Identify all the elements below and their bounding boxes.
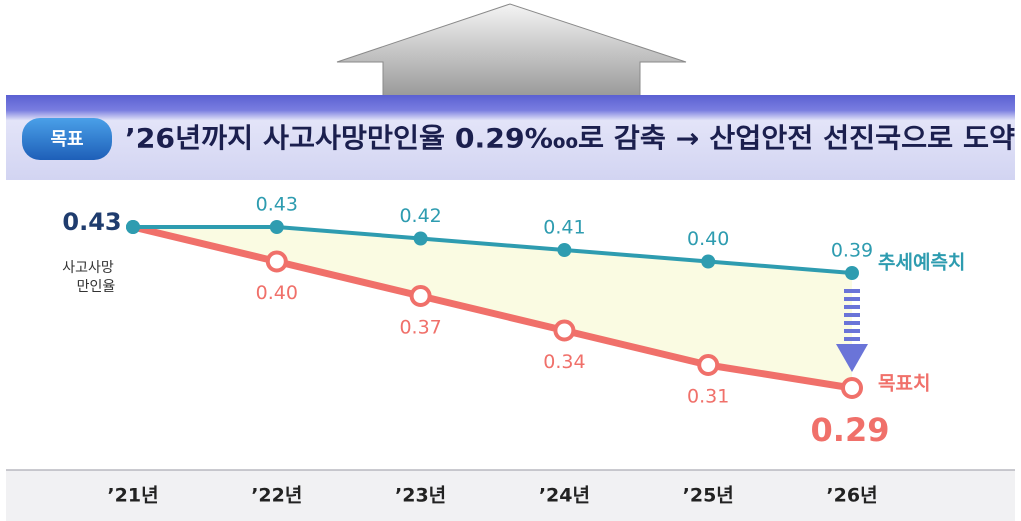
- y-label: 사고사망: [62, 260, 114, 276]
- x-tick-label: ’21년: [107, 485, 158, 507]
- value-label: 0.43: [256, 194, 298, 216]
- plot: ’21년 ’22년 ’23년 ’24년 ’25년 ’26년 0.40 0.37 0.34 0.31…: [62, 194, 965, 507]
- point: [701, 255, 715, 269]
- value-label: 0.40: [256, 282, 298, 304]
- decor-dash: [844, 313, 860, 317]
- x-tick-label: ’22년: [251, 485, 302, 507]
- decor-dash: [844, 297, 860, 301]
- value-label: 0.41: [543, 217, 585, 239]
- x-tick-label: ’23년: [395, 485, 446, 507]
- chart: 목표 ’26년까지 사고사망만인율 0.29‱로 감축 → 산업안전 선진국으로…: [0, 0, 1021, 521]
- decor-dash: [844, 337, 860, 341]
- point: [270, 220, 284, 234]
- x-tick-label: ’26년: [826, 485, 877, 507]
- decor-dash: [844, 321, 860, 325]
- point: [845, 266, 859, 280]
- value-label: 0.40: [687, 228, 729, 250]
- x-tick-label: ’24년: [539, 485, 590, 507]
- value-label: 0.42: [399, 205, 441, 227]
- y-label: 만인율: [77, 279, 116, 295]
- value-label: 0.29: [811, 411, 890, 449]
- point: [557, 243, 571, 257]
- decor-arrow: [337, 4, 686, 96]
- point: [699, 356, 717, 374]
- legend-label: 목표치: [878, 373, 930, 395]
- page: {"chart_data": { "type": "line", "badge"…: [0, 0, 1021, 521]
- point: [126, 220, 140, 234]
- decor-dash: [844, 289, 860, 293]
- decor-dash: [844, 329, 860, 333]
- value-label: 0.31: [687, 386, 729, 408]
- chart-title: ’26년까지 사고사망만인율 0.29‱로 감축 → 산업안전 선진국으로 도약: [125, 124, 1015, 155]
- value-label: 0.34: [543, 351, 585, 373]
- value-label: 0.37: [399, 317, 441, 339]
- point: [843, 379, 861, 397]
- badge-text: 목표: [50, 129, 83, 150]
- decor-dash: [844, 305, 860, 309]
- value-label: 0.39: [831, 240, 873, 262]
- point: [414, 232, 428, 246]
- x-tick-label: ’25년: [683, 485, 734, 507]
- point: [412, 287, 430, 305]
- point: [268, 253, 286, 271]
- value-label: 0.43: [62, 208, 121, 236]
- legend-label: 추세예측치: [878, 252, 965, 274]
- point: [555, 322, 573, 340]
